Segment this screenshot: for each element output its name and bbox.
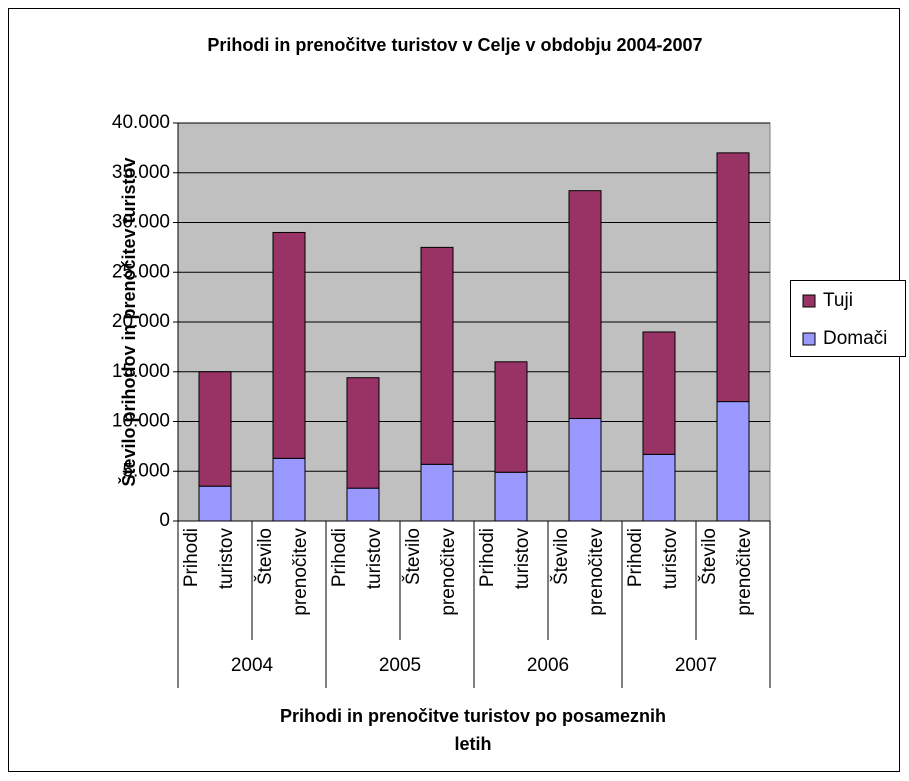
x-tick-label: Prihodi bbox=[329, 528, 350, 587]
bar-segment bbox=[642, 331, 676, 455]
bar-segment bbox=[420, 463, 454, 522]
x-tick-label: Število bbox=[698, 528, 720, 585]
x-group-label: 2006 bbox=[527, 655, 569, 676]
y-tick-label: 25.000 bbox=[112, 261, 170, 282]
bar-segment bbox=[272, 457, 306, 522]
x-tick-label: Število bbox=[550, 528, 572, 585]
bar-segment bbox=[494, 361, 528, 473]
x-tick-label: Število bbox=[402, 528, 424, 585]
y-tick-label: 35.000 bbox=[112, 162, 170, 183]
legend-swatch bbox=[802, 332, 816, 346]
bar-segment bbox=[642, 453, 676, 522]
bar-segment bbox=[716, 152, 750, 403]
bar-segment bbox=[494, 471, 528, 522]
x-tick-label: prenočitev bbox=[438, 528, 459, 616]
legend-swatch bbox=[802, 294, 816, 308]
x-group-label: 2007 bbox=[675, 655, 717, 676]
x-axis-title: Prihodi in prenočitve turistov po posame… bbox=[280, 706, 666, 726]
bar-segment bbox=[568, 190, 602, 420]
x-tick-label: prenočitev bbox=[586, 528, 607, 616]
bar-segment bbox=[346, 377, 380, 489]
legend-label: Tuji bbox=[823, 290, 853, 311]
y-tick-label: 20.000 bbox=[112, 311, 170, 332]
chart-title: Prihodi in prenočitve turistov v Celje v… bbox=[207, 35, 702, 55]
y-tick-label: 30.000 bbox=[112, 212, 170, 233]
x-tick-label: prenočitev bbox=[734, 528, 755, 616]
y-tick-label: 5.000 bbox=[122, 460, 170, 481]
y-tick-label: 40.000 bbox=[112, 112, 170, 133]
x-tick-label: turistov bbox=[216, 528, 237, 590]
x-tick-label: Prihodi bbox=[181, 528, 202, 587]
x-tick-label: Prihodi bbox=[625, 528, 646, 587]
y-tick-label: 15.000 bbox=[112, 361, 170, 382]
x-axis-title: letih bbox=[454, 734, 491, 754]
y-tick-label: 0 bbox=[159, 510, 170, 531]
bar-segment bbox=[198, 485, 232, 522]
bar-segment bbox=[568, 418, 602, 522]
bar-segment bbox=[346, 487, 380, 522]
bar-segment bbox=[716, 401, 750, 522]
x-group-label: 2005 bbox=[379, 655, 421, 676]
bar-segment bbox=[420, 246, 454, 465]
x-tick-label: prenočitev bbox=[290, 528, 311, 616]
y-tick-label: 10.000 bbox=[112, 411, 170, 432]
bar-segment bbox=[272, 231, 306, 459]
x-tick-label: turistov bbox=[512, 528, 533, 590]
x-group-label: 2004 bbox=[231, 655, 274, 676]
x-tick-label: turistov bbox=[660, 528, 681, 590]
x-tick-label: turistov bbox=[364, 528, 385, 590]
x-tick-label: Število bbox=[254, 528, 276, 585]
legend-label: Domači bbox=[823, 328, 887, 349]
bar-segment bbox=[198, 371, 232, 487]
y-axis-title: Število prihodov in prenočitev turistov bbox=[118, 157, 139, 486]
x-tick-label: Prihodi bbox=[477, 528, 498, 587]
